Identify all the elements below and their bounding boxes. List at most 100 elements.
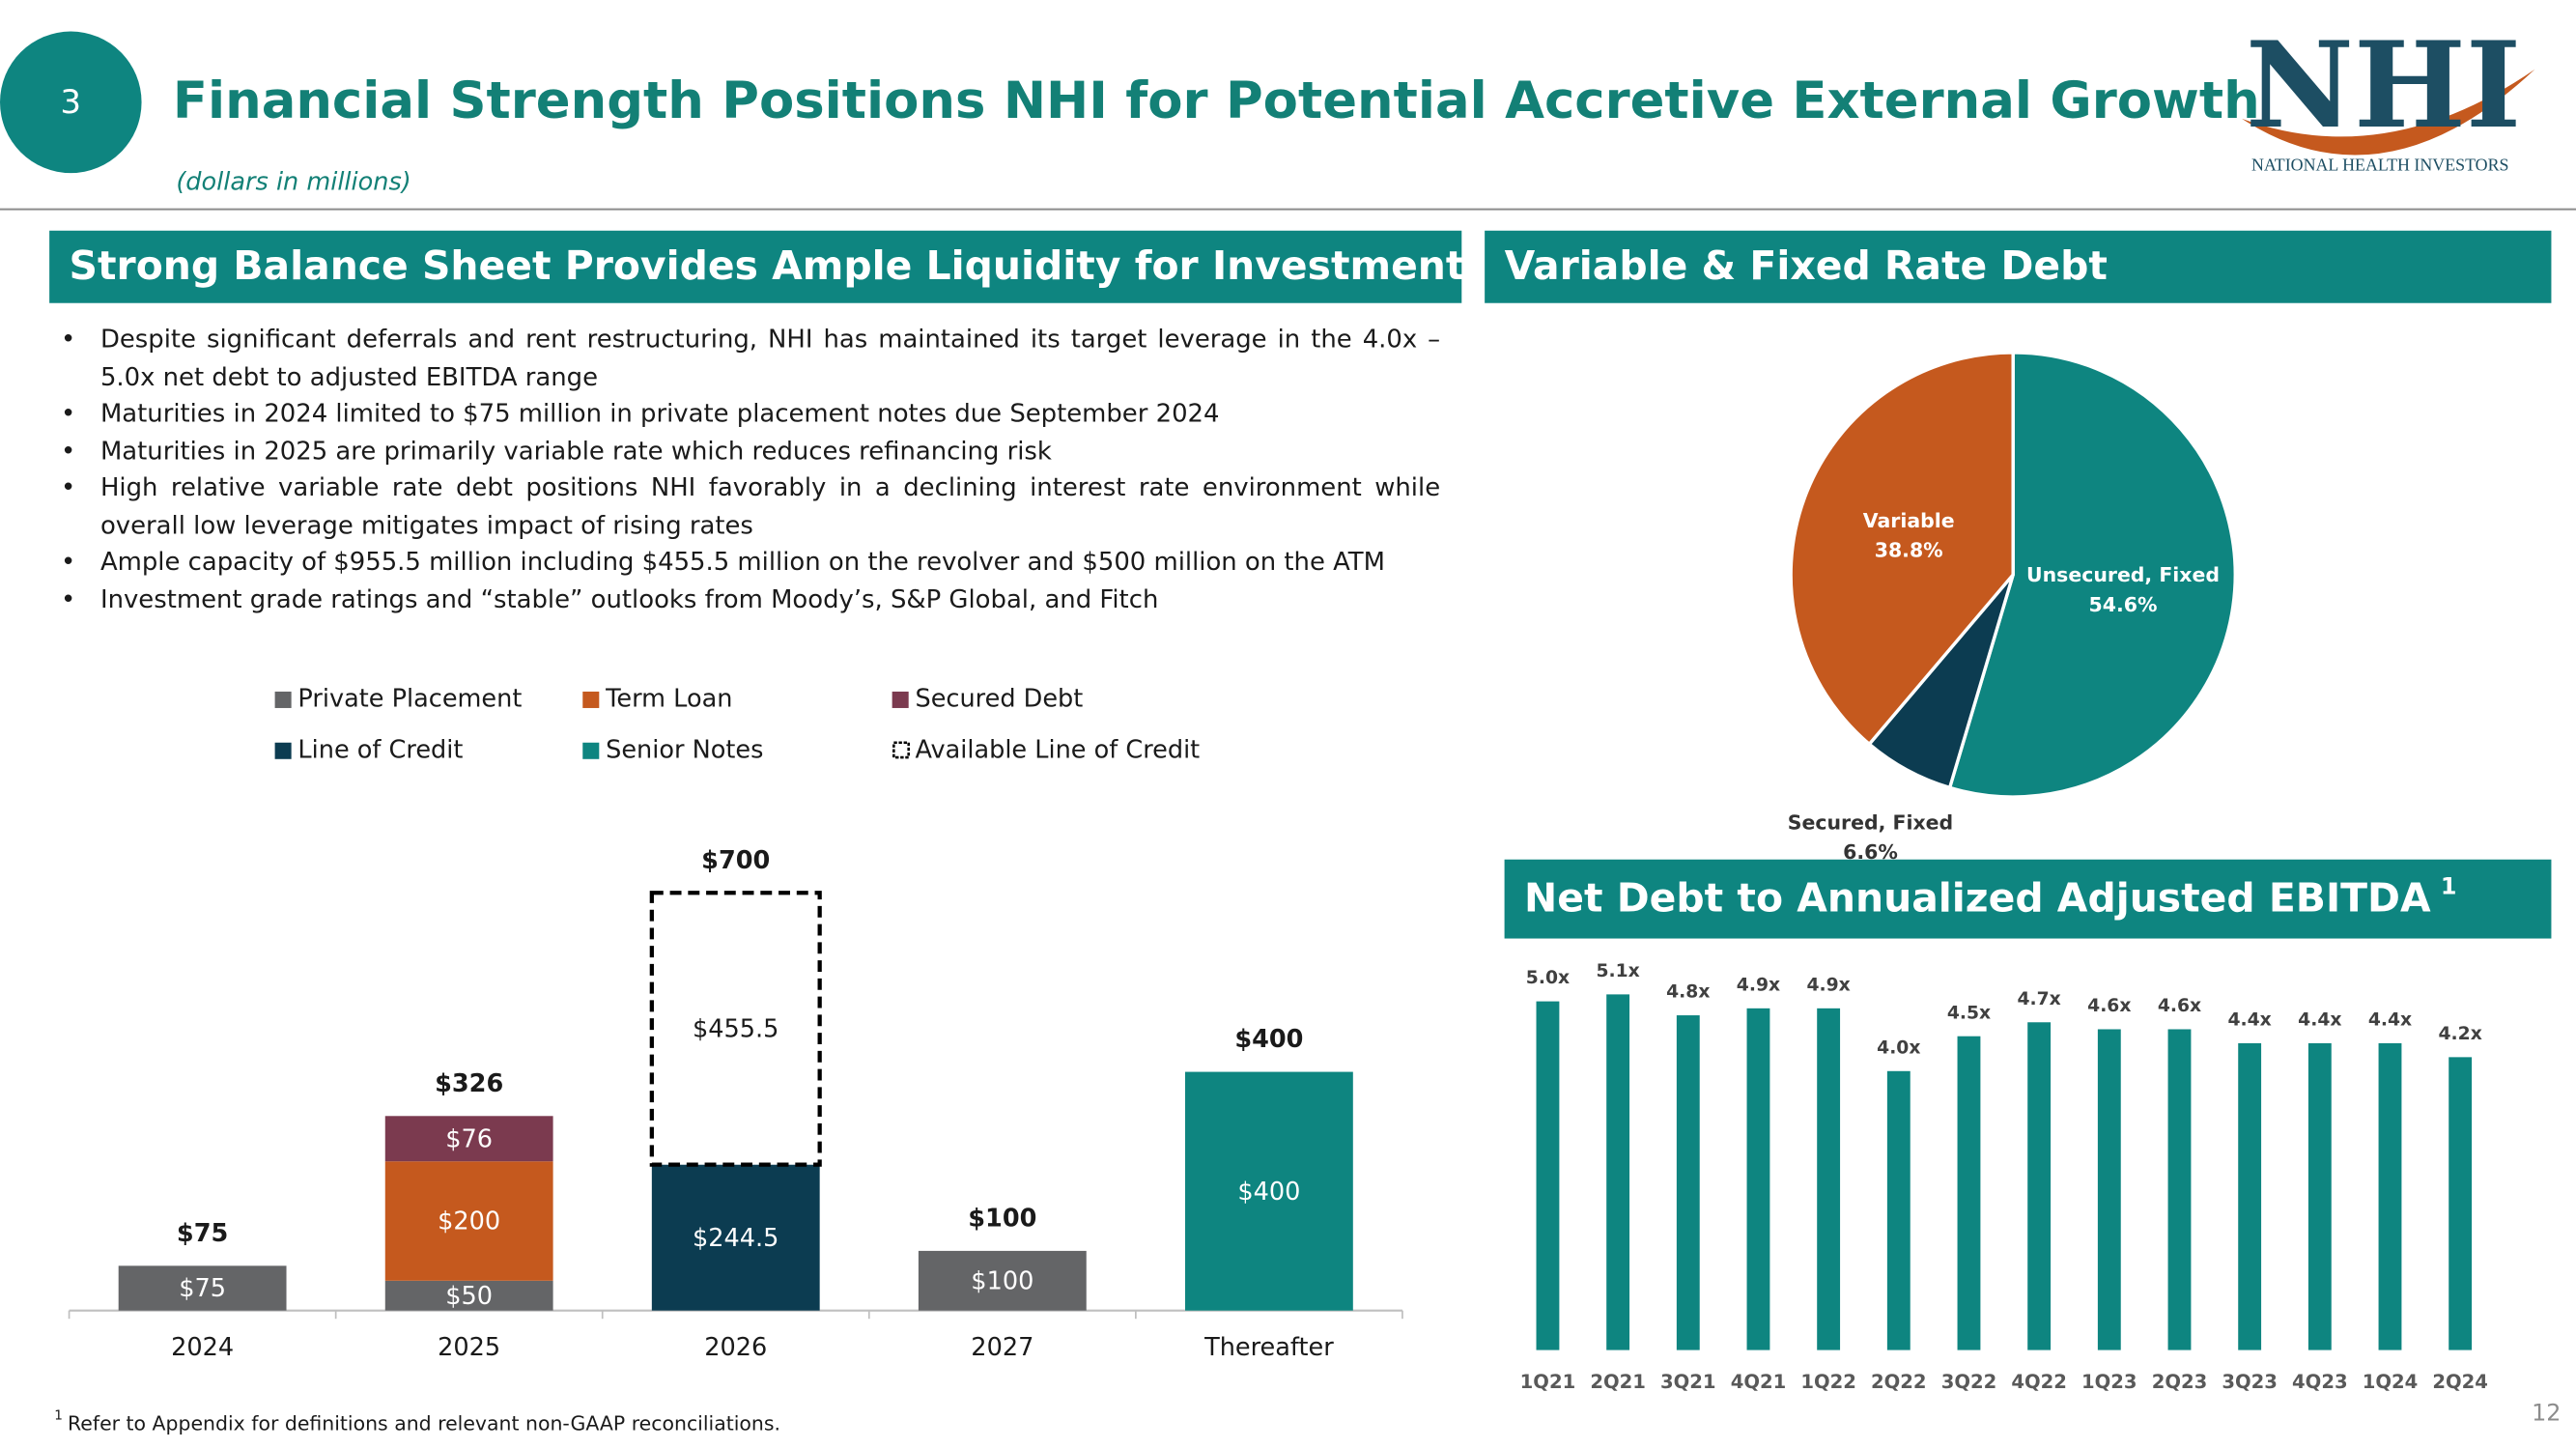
data-label: 4.5x: [1947, 1003, 1991, 1023]
x-tick-label: 2Q22: [1871, 1371, 1927, 1393]
legend-label: Private Placement: [297, 684, 522, 713]
bar: [2167, 1029, 2192, 1350]
data-label: $244.5: [693, 1224, 778, 1253]
slice-label: Secured, Fixed: [1788, 810, 1953, 834]
data-label: 4.0x: [1877, 1037, 1920, 1058]
bar: [1817, 1008, 1841, 1350]
bar-segment: [649, 891, 822, 1167]
bar: [1676, 1015, 1700, 1350]
data-label: 4.9x: [1806, 975, 1850, 995]
total-label: $400: [1234, 1025, 1303, 1054]
bullet-list: Despite significant deferrals and rent r…: [49, 321, 1440, 617]
pie-slice: [1789, 351, 2015, 747]
data-label: $400: [1237, 1178, 1300, 1207]
data-label: $75: [179, 1274, 226, 1303]
total-label: $100: [968, 1205, 1036, 1234]
slide-number-badge: [0, 31, 142, 174]
x-tick-label: 2Q21: [1590, 1371, 1646, 1393]
slide-title: Financial Strength Positions NHI for Pot…: [173, 71, 2260, 130]
legend-label: Secured Debt: [916, 684, 1084, 713]
x-tick-label: 3Q23: [2222, 1371, 2278, 1393]
data-label: $76: [445, 1124, 493, 1153]
x-tick-label: 1Q23: [2081, 1371, 2137, 1393]
slice-label: Unsecured, Fixed: [2026, 563, 2220, 586]
data-label: 4.4x: [2298, 1010, 2341, 1031]
x-tick-label: Thereafter: [1203, 1333, 1334, 1362]
x-tick-label: 2Q24: [2432, 1371, 2488, 1393]
data-label: 4.7x: [2018, 989, 2061, 1009]
section-title-text: Net Debt to Annualized Adjusted EBITDA: [1524, 874, 2431, 921]
bar: [1536, 1001, 1560, 1350]
x-tick-label: 2Q23: [2152, 1371, 2208, 1393]
bar: [2097, 1029, 2121, 1350]
page-number: 12: [2532, 1400, 2561, 1427]
bullet: Despite significant deferrals and rent r…: [61, 321, 1440, 395]
legend-label: Term Loan: [605, 684, 732, 713]
bullet: Ample capacity of $955.5 million includi…: [61, 544, 1440, 581]
bar-segment: [651, 1164, 820, 1311]
x-tick-label: 1Q22: [1800, 1371, 1856, 1393]
bar: [2027, 1022, 2052, 1350]
data-label: 5.1x: [1596, 961, 1639, 981]
data-label: 5.0x: [1526, 968, 1570, 988]
bar-segment: [384, 1161, 553, 1281]
x-tick-label: 2026: [704, 1333, 767, 1362]
data-label: 4.6x: [2158, 996, 2201, 1016]
slice-label: Variable: [1863, 509, 1955, 532]
x-tick-label: 4Q21: [1731, 1371, 1787, 1393]
section-header: [49, 230, 1462, 303]
bar: [1886, 1070, 1911, 1350]
data-label: 4.8x: [1666, 982, 1710, 1003]
bar: [2449, 1057, 2473, 1350]
x-tick-label: 2027: [971, 1333, 1033, 1362]
bar-segment: [384, 1116, 553, 1162]
bar-segment: [384, 1280, 553, 1311]
data-label: $455.5: [693, 1015, 778, 1044]
section-title: Net Debt to Annualized Adjusted EBITDA 1: [1524, 872, 2456, 921]
legend-swatch: [582, 691, 600, 708]
footnote-mark: 1: [2441, 872, 2457, 899]
logo-swoosh: [2242, 69, 2535, 156]
data-label: 4.2x: [2439, 1024, 2482, 1044]
bullets-box: Despite significant deferrals and rent r…: [49, 321, 1440, 634]
bar: [1957, 1036, 1981, 1350]
data-label: 4.9x: [1737, 975, 1780, 995]
bullet: High relative variable rate debt positio…: [61, 469, 1440, 544]
x-tick-label: 3Q21: [1660, 1371, 1716, 1393]
legend-swatch: [274, 691, 292, 708]
slice-value: 54.6%: [2089, 593, 2158, 616]
section-title: Variable & Fixed Rate Debt: [1505, 242, 2108, 289]
bar: [1606, 994, 1630, 1350]
data-label: 4.4x: [2368, 1010, 2412, 1031]
data-label: $50: [445, 1282, 493, 1311]
bar: [2307, 1042, 2332, 1350]
total-label: $75: [177, 1219, 228, 1248]
x-tick-label: 2024: [171, 1333, 234, 1362]
slice-value: 38.8%: [1875, 539, 1943, 562]
data-label: 4.4x: [2228, 1010, 2272, 1031]
bar-segment: [1184, 1071, 1353, 1311]
data-label: $200: [438, 1208, 500, 1236]
data-label: 4.6x: [2087, 996, 2131, 1016]
legend-label: Available Line of Credit: [916, 735, 1201, 764]
x-tick-label: 1Q21: [1520, 1371, 1576, 1393]
legend-label: Line of Credit: [297, 735, 463, 764]
slide-number: 3: [60, 83, 81, 122]
section-header: [1504, 859, 2552, 939]
legend-swatch: [892, 741, 910, 759]
x-tick-label: 1Q24: [2363, 1371, 2419, 1393]
section-title: Strong Balance Sheet Provides Ample Liqu…: [70, 242, 1465, 289]
bar: [2378, 1042, 2402, 1350]
x-tick-label: 3Q22: [1941, 1371, 1997, 1393]
x-tick-label: 4Q23: [2292, 1371, 2348, 1393]
total-label: $326: [435, 1069, 503, 1098]
data-label: $100: [971, 1266, 1033, 1295]
subtitle: (dollars in millions): [176, 167, 410, 196]
logo-caption: NATIONAL HEALTH INVESTORS: [2251, 155, 2508, 174]
bar-segment: [118, 1265, 287, 1311]
legend-swatch: [892, 691, 909, 708]
pie-slice: [1947, 351, 2237, 799]
bar: [1746, 1008, 1770, 1350]
bar-segment: [918, 1250, 1087, 1311]
